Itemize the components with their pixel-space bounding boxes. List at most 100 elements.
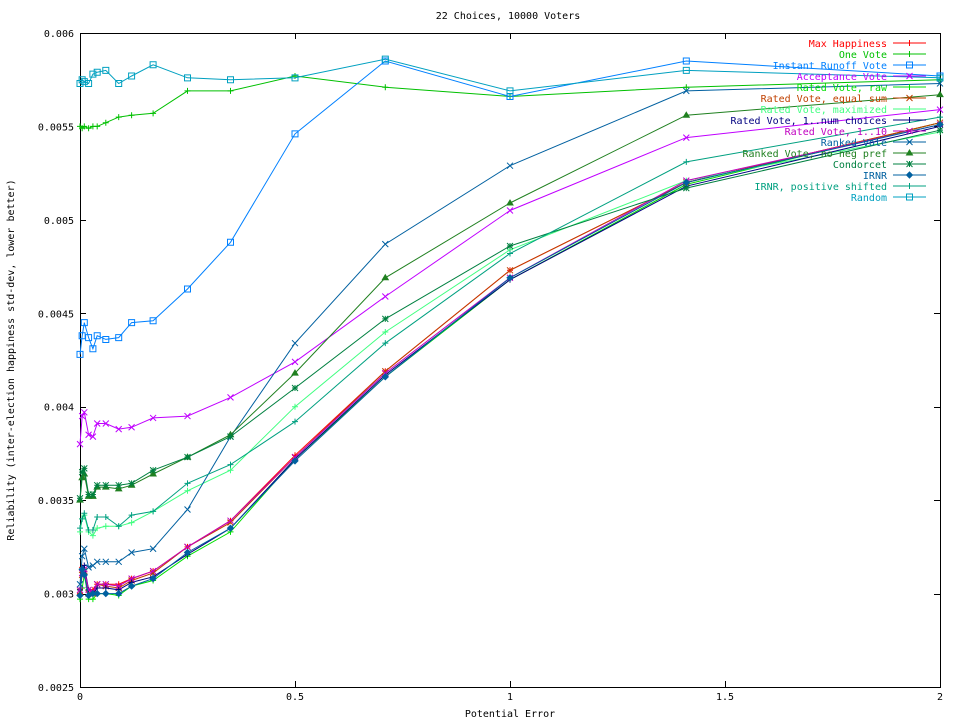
- data-point: [184, 487, 191, 494]
- data-point: [291, 74, 299, 82]
- data-point: [682, 111, 691, 118]
- series-group: [76, 55, 944, 603]
- data-point: [149, 61, 157, 69]
- legend-marker: [906, 94, 913, 102]
- data-point: [80, 78, 88, 86]
- data-point: [76, 591, 84, 600]
- data-point: [94, 123, 101, 130]
- data-point: [506, 274, 514, 282]
- data-point: [85, 431, 92, 439]
- legend-label: IRNR, positive shifted: [755, 182, 887, 193]
- data-point: [149, 466, 157, 474]
- y-tick-label: 0.0055: [38, 122, 74, 133]
- data-point: [77, 525, 83, 532]
- legend-marker: [906, 183, 913, 189]
- legend-marker: [905, 171, 914, 179]
- data-point: [184, 74, 191, 82]
- data-point: [102, 66, 110, 74]
- data-point: [682, 57, 690, 65]
- data-point: [94, 525, 101, 532]
- legend-label: Condorcet: [833, 160, 887, 171]
- data-point: [85, 564, 92, 571]
- data-point: [115, 79, 123, 87]
- legend-marker: [906, 84, 913, 90]
- data-point: [382, 328, 389, 335]
- data-point: [381, 373, 390, 381]
- data-point: [76, 440, 84, 448]
- series-11: [76, 126, 944, 502]
- x-tick-label: 0: [77, 692, 83, 703]
- data-point: [291, 358, 299, 366]
- data-point: [506, 87, 514, 95]
- data-point: [128, 319, 136, 327]
- data-point: [149, 317, 157, 325]
- legend-marker: [906, 127, 913, 135]
- data-point: [227, 467, 234, 474]
- legend-marker: [906, 160, 913, 168]
- y-tick-label: 0.005: [44, 216, 74, 227]
- data-point: [85, 79, 93, 87]
- data-point: [102, 589, 110, 598]
- data-point: [115, 582, 123, 590]
- legend-label: Rated Vote, 1..num choices: [730, 116, 887, 127]
- data-point: [93, 68, 101, 76]
- data-point: [506, 207, 514, 214]
- y-tick-label: 0.003: [44, 590, 74, 601]
- legend-label: Rated Vote, raw: [797, 83, 888, 94]
- data-point: [80, 571, 89, 579]
- data-point: [76, 350, 84, 358]
- data-point: [78, 552, 86, 560]
- series-line: [79, 124, 941, 593]
- legend-marker: [906, 51, 913, 57]
- x-tick-label: 0.5: [286, 692, 304, 703]
- data-point: [127, 582, 136, 590]
- legend-label: One Vote: [839, 50, 887, 61]
- data-point: [150, 110, 157, 117]
- data-point: [382, 340, 389, 347]
- series-14: [76, 55, 944, 95]
- data-point: [149, 545, 157, 553]
- data-point: [102, 523, 109, 530]
- data-point: [937, 114, 943, 121]
- series-line: [79, 122, 941, 600]
- data-point: [93, 558, 101, 566]
- data-point: [149, 567, 157, 575]
- data-point: [291, 457, 299, 465]
- data-point: [506, 242, 514, 250]
- data-point: [682, 87, 690, 95]
- data-point: [85, 125, 92, 132]
- legend-label: IRNR: [863, 171, 888, 182]
- data-point: [226, 524, 235, 532]
- y-tick-label: 0.0035: [38, 496, 74, 507]
- data-point: [382, 84, 389, 91]
- legend-marker: [906, 138, 913, 146]
- data-point: [78, 412, 86, 420]
- data-point: [81, 123, 88, 130]
- legend-label: Max Happiness: [809, 39, 887, 50]
- data-point: [227, 461, 234, 468]
- data-point: [683, 158, 690, 165]
- data-point: [381, 315, 389, 323]
- data-point: [80, 465, 88, 472]
- chart-title: 22 Choices, 10000 Voters: [436, 11, 581, 22]
- x-tick-label: 1: [507, 692, 513, 703]
- data-point: [89, 532, 96, 539]
- series-line: [79, 124, 941, 597]
- series-line: [79, 125, 941, 595]
- data-point: [78, 468, 86, 476]
- data-point: [115, 558, 123, 566]
- data-point: [682, 134, 690, 141]
- data-point: [936, 126, 944, 134]
- legend-label: Acceptance Vote: [797, 72, 887, 83]
- data-point: [89, 527, 96, 534]
- data-point: [291, 384, 299, 392]
- data-point: [184, 412, 191, 420]
- data-point: [93, 332, 101, 340]
- legend-marker: [906, 61, 913, 69]
- legend-marker: [906, 193, 913, 201]
- data-point: [184, 453, 191, 461]
- legend-label: Rated Vote, 1..10: [785, 127, 887, 138]
- data-point: [128, 479, 135, 487]
- data-point: [115, 523, 122, 530]
